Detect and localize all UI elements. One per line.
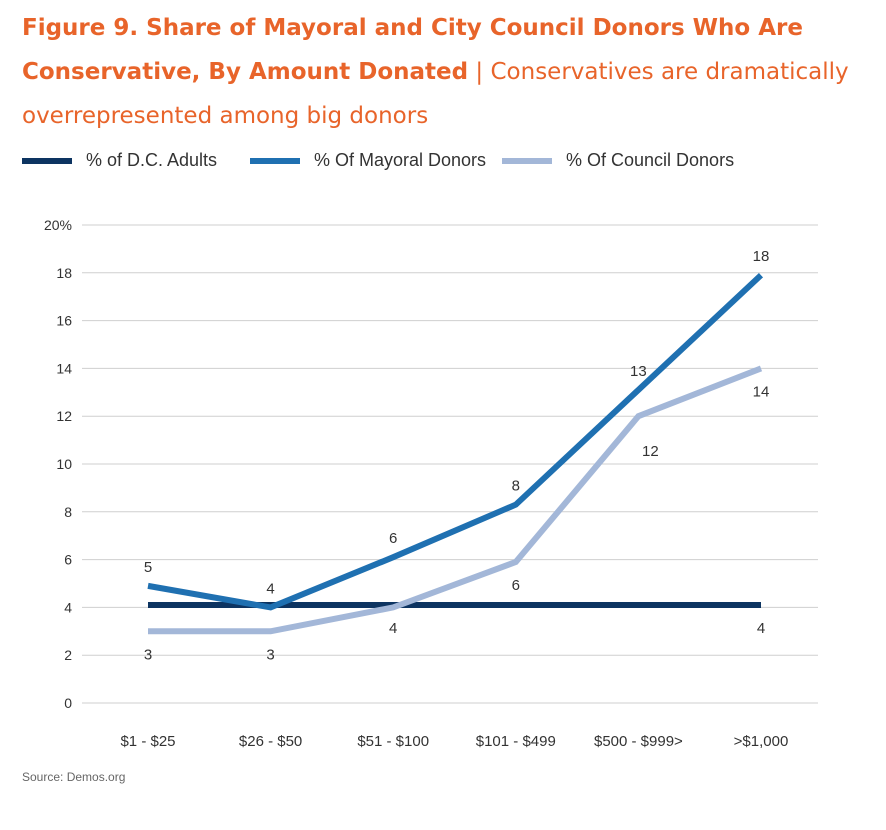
title-separator: | — [475, 59, 484, 85]
data-label-council-donors: 14 — [753, 383, 770, 400]
data-label-dc-adults: 4 — [389, 620, 397, 637]
x-tick-label: $500 - $999> — [594, 733, 683, 750]
data-label-mayoral-donors: 4 — [266, 580, 274, 597]
title-main: Figure 9. Share of Mayoral and City Coun… — [22, 15, 803, 85]
series-line-council-donors — [148, 365, 763, 635]
legend-swatch-dc-adults — [22, 157, 72, 164]
x-tick-label: $26 - $50 — [239, 733, 302, 750]
y-tick-label: 20% — [44, 217, 72, 233]
series-line-mayoral-donors — [147, 272, 764, 611]
legend-item-dc-adults: % of D.C. Adults — [22, 150, 217, 171]
x-tick-label: $51 - $100 — [357, 733, 429, 750]
legend-label-dc-adults: % of D.C. Adults — [86, 150, 218, 170]
y-tick-label: 4 — [64, 599, 72, 615]
data-label-council-donors: 3 — [144, 646, 152, 663]
x-tick-label: >$1,000 — [734, 733, 789, 750]
legend-label-council-donors: % Of Council Donors — [566, 150, 735, 170]
x-tick-label: $101 - $499 — [476, 733, 556, 750]
data-label-mayoral-donors: 6 — [389, 530, 397, 547]
y-tick-label: 2 — [64, 647, 72, 663]
y-tick-label: 18 — [56, 265, 72, 281]
data-label-mayoral-donors: 5 — [144, 559, 152, 576]
y-tick-label: 12 — [56, 408, 72, 424]
y-tick-label: 14 — [56, 360, 72, 376]
title-subtitle: Conservatives are dramatically overrepre… — [22, 59, 849, 129]
x-tick-label: $1 - $25 — [120, 733, 175, 750]
y-tick-label: 16 — [56, 313, 72, 329]
legend-item-council-donors: % Of Council Donors — [502, 150, 734, 171]
data-label-dc-adults: 4 — [757, 620, 765, 637]
legend-swatch-council-donors — [502, 157, 552, 164]
y-tick-label: 0 — [64, 695, 72, 711]
data-label-council-donors: 12 — [642, 443, 659, 460]
data-label-council-donors: 3 — [266, 646, 274, 663]
legend-label-mayoral-donors: % Of Mayoral Donors — [314, 150, 487, 170]
y-tick-label: 10 — [56, 456, 72, 472]
data-label-mayoral-donors: 13 — [630, 363, 647, 380]
legend-item-mayoral-donors: % Of Mayoral Donors — [250, 150, 486, 171]
y-tick-label: 8 — [64, 504, 72, 520]
legend-swatch-mayoral-donors — [250, 157, 300, 164]
chart-title: Figure 9. Share of Mayoral and City Coun… — [22, 6, 872, 138]
chart-legend: % of D.C. Adults % Of Mayoral Donors % O… — [22, 150, 882, 178]
data-label-mayoral-donors: 18 — [753, 248, 770, 265]
data-label-mayoral-donors: 8 — [512, 478, 520, 495]
data-label-council-donors: 6 — [512, 577, 520, 594]
y-tick-label: 6 — [64, 552, 72, 568]
source-note: Source: Demos.org — [22, 770, 126, 784]
